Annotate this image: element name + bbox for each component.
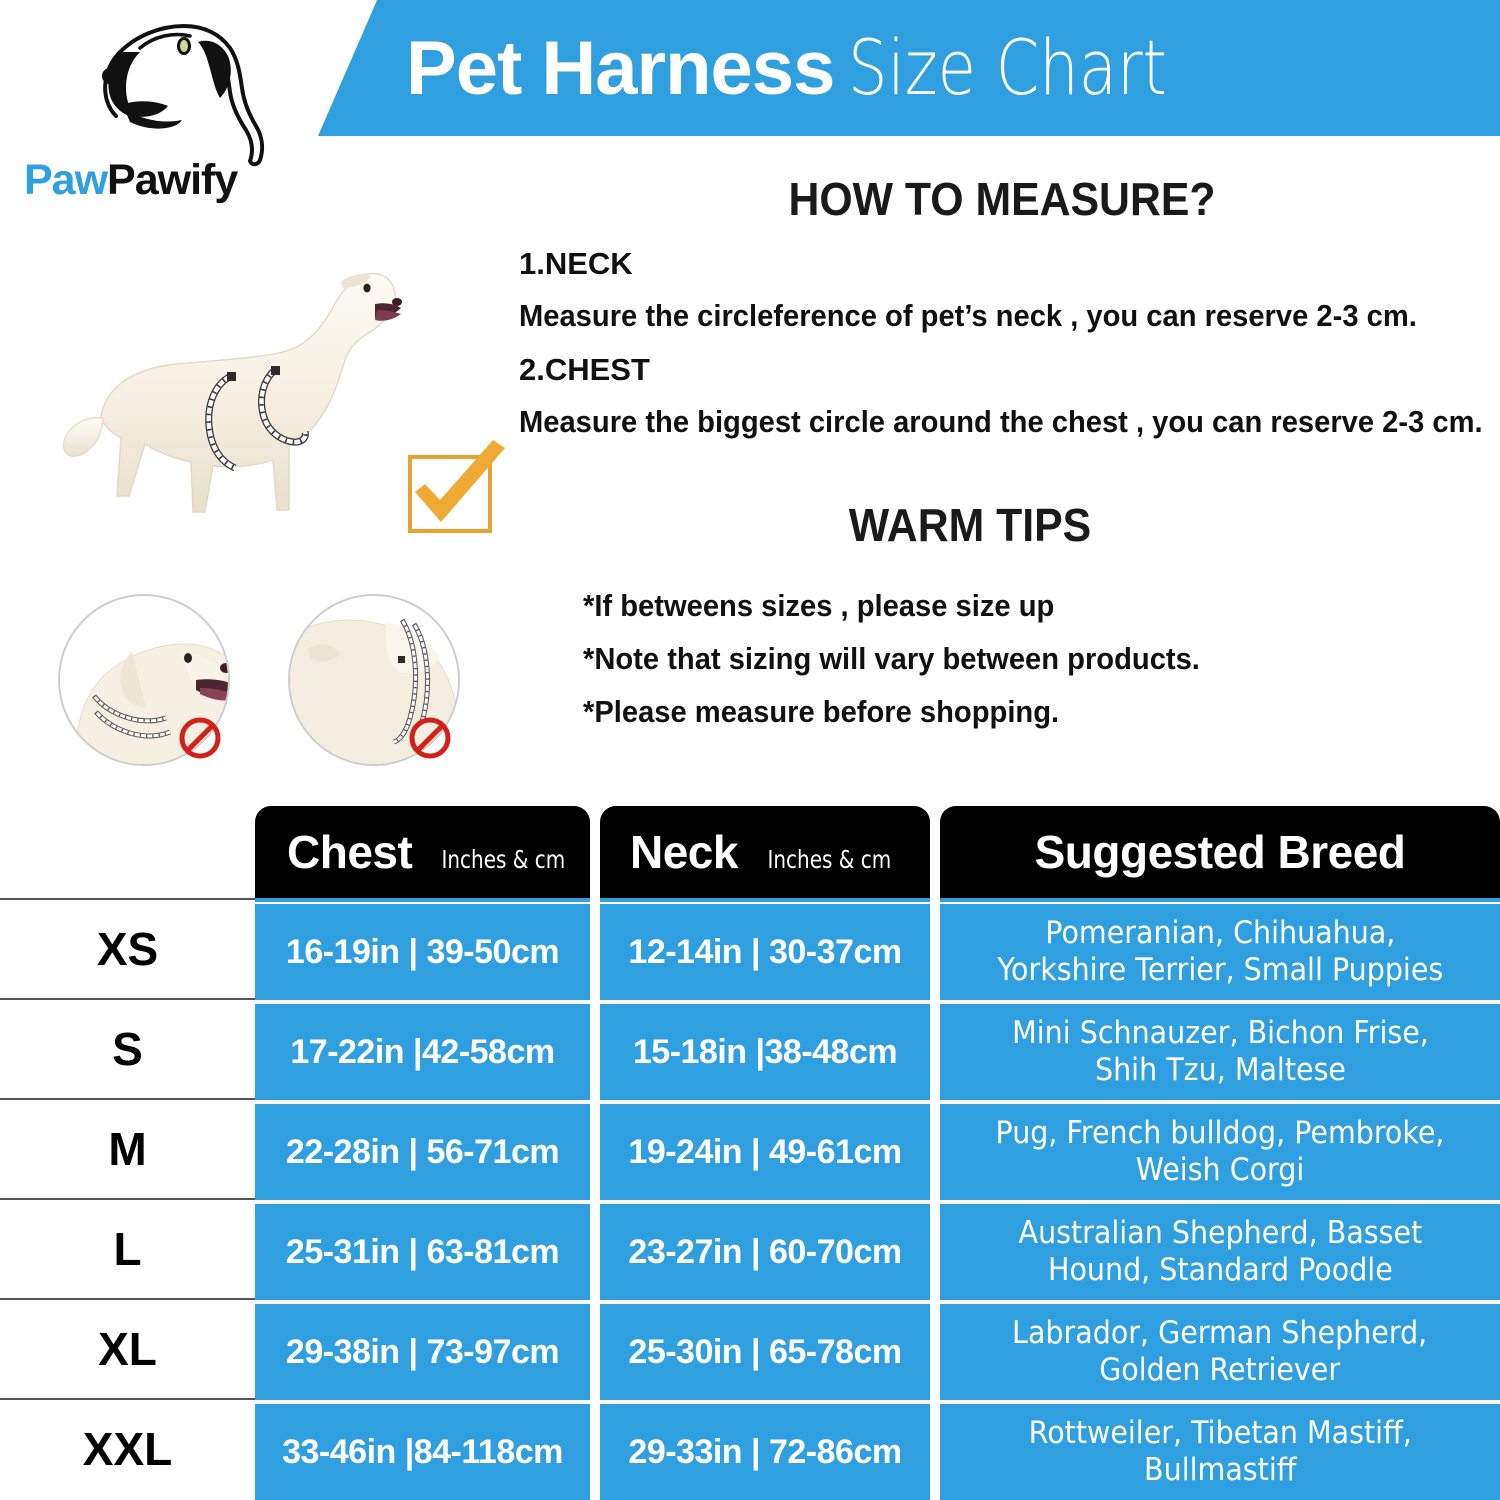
cell-breed-s-line2: Shih Tzu, Maltese xyxy=(1094,1052,1346,1088)
table-row-size-xxl: XXL xyxy=(0,1398,255,1498)
column-header-breed: Suggested Breed xyxy=(940,806,1500,898)
column-header-neck-label: Neck xyxy=(630,826,738,878)
cell-breed-s-line1: Mini Schnauzer, Bichon Frise, xyxy=(1011,1015,1429,1052)
logo-text-pawify: Pawify xyxy=(107,156,238,204)
cell-breed-xxl: Rottweiler, Tibetan Mastiff, Bullmastiff xyxy=(940,1404,1500,1500)
logo-wordmark: PawPawify xyxy=(24,156,238,205)
cell-breed-xs-line2: Yorkshire Terrier, Small Puppies xyxy=(997,952,1443,988)
cell-chest-l: 25-31in | 63-81cm xyxy=(255,1204,590,1300)
step-1-text: Measure the circleference of pet’s neck … xyxy=(519,298,1417,333)
column-header-chest-label: Chest xyxy=(287,826,413,878)
cell-breed-s: Mini Schnauzer, Bichon Frise, Shih Tzu, … xyxy=(940,1004,1500,1100)
cell-chest-xxl: 33-46in |84-118cm xyxy=(255,1404,590,1500)
cell-neck-xs: 12-14in | 30-37cm xyxy=(600,904,930,1000)
check-box-outline xyxy=(408,455,492,533)
cell-breed-xl-line2: Golden Retriever xyxy=(1099,1352,1341,1388)
dog-measure-illustration xyxy=(62,272,402,513)
no-entry-icon-2 xyxy=(409,717,451,759)
cell-breed-l: Australian Shepherd, Basset Hound, Stand… xyxy=(940,1204,1500,1300)
cell-breed-xl: Labrador, German Shepherd, Golden Retrie… xyxy=(940,1304,1500,1400)
step-2-text: Measure the biggest circle around the ch… xyxy=(519,404,1483,439)
how-to-measure-heading: HOW TO MEASURE? xyxy=(788,173,1216,225)
column-header-breed-label: Suggested Breed xyxy=(1034,826,1406,878)
size-column: XS S M L XL XXL xyxy=(0,898,255,1500)
cell-breed-xs-line1: Pomeranian, Chihuahua, xyxy=(1044,915,1396,952)
warm-tip-1: *If betweens sizes , please size up xyxy=(583,588,1055,623)
cell-chest-m: 22-28in | 56-71cm xyxy=(255,1104,590,1200)
warm-tip-3: *Please measure before shopping. xyxy=(583,694,1060,729)
cell-breed-l-line1: Australian Shepherd, Basset xyxy=(1018,1215,1422,1252)
size-chart-table: Chest Inches & cm Neck Inches & cm Sugge… xyxy=(0,806,1500,1500)
cell-breed-xxl-line2: Bullmastiff xyxy=(1143,1452,1297,1488)
step-1-label: 1.NECK xyxy=(519,246,633,281)
step-2-label: 2.CHEST xyxy=(519,352,650,387)
table-row-size-xl: XL xyxy=(0,1298,255,1398)
column-header-neck-units: Inches & cm xyxy=(767,845,892,874)
cell-breed-l-line2: Hound, Standard Poodle xyxy=(1047,1252,1393,1288)
warm-tips-heading: WARM TIPS xyxy=(848,499,1092,551)
column-header-chest-units: Inches & cm xyxy=(441,845,566,874)
cell-breed-m: Pug, French bulldog, Pembroke, Weish Cor… xyxy=(940,1104,1500,1200)
cell-neck-m: 19-24in | 49-61cm xyxy=(600,1104,930,1200)
page-title: Pet Harness Size Chart xyxy=(406,22,1237,112)
cell-neck-s: 15-18in |38-48cm xyxy=(600,1004,930,1100)
title-bold-part: Pet Harness xyxy=(406,25,835,111)
table-row-size-l: L xyxy=(0,1198,255,1298)
cell-breed-xs: Pomeranian, Chihuahua, Yorkshire Terrier… xyxy=(940,904,1500,1000)
cell-chest-s: 17-22in |42-58cm xyxy=(255,1004,590,1100)
cell-breed-m-line1: Pug, French bulldog, Pembroke, xyxy=(995,1115,1445,1152)
cell-breed-m-line2: Weish Corgi xyxy=(1135,1152,1305,1188)
warm-tip-2: *Note that sizing will vary between prod… xyxy=(583,641,1200,676)
column-header-chest: Chest Inches & cm xyxy=(255,806,590,898)
dog-head-icon xyxy=(102,23,265,167)
cell-breed-xxl-line1: Rottweiler, Tibetan Mastiff, xyxy=(1028,1415,1412,1452)
logo-text-paw: Paw xyxy=(24,156,108,204)
cell-chest-xs: 16-19in | 39-50cm xyxy=(255,904,590,1000)
table-row-size-m: M xyxy=(0,1098,255,1198)
cell-neck-xxl: 29-33in | 72-86cm xyxy=(600,1404,930,1500)
title-light-part: Size Chart xyxy=(848,22,1168,112)
cell-breed-xl-line1: Labrador, German Shepherd, xyxy=(1012,1315,1428,1352)
orange-check-icon xyxy=(415,440,505,522)
header-banner: Pet Harness Size Chart xyxy=(318,0,1500,136)
cell-chest-xl: 29-38in | 73-97cm xyxy=(255,1304,590,1400)
cell-neck-l: 23-27in | 60-70cm xyxy=(600,1204,930,1300)
no-entry-icon xyxy=(179,717,221,759)
column-header-neck: Neck Inches & cm xyxy=(600,806,930,898)
brand-logo: PawPawify xyxy=(10,8,310,223)
table-row-size-s: S xyxy=(0,998,255,1098)
cell-neck-xl: 25-30in | 65-78cm xyxy=(600,1304,930,1400)
table-row-size-xs: XS xyxy=(0,898,255,998)
